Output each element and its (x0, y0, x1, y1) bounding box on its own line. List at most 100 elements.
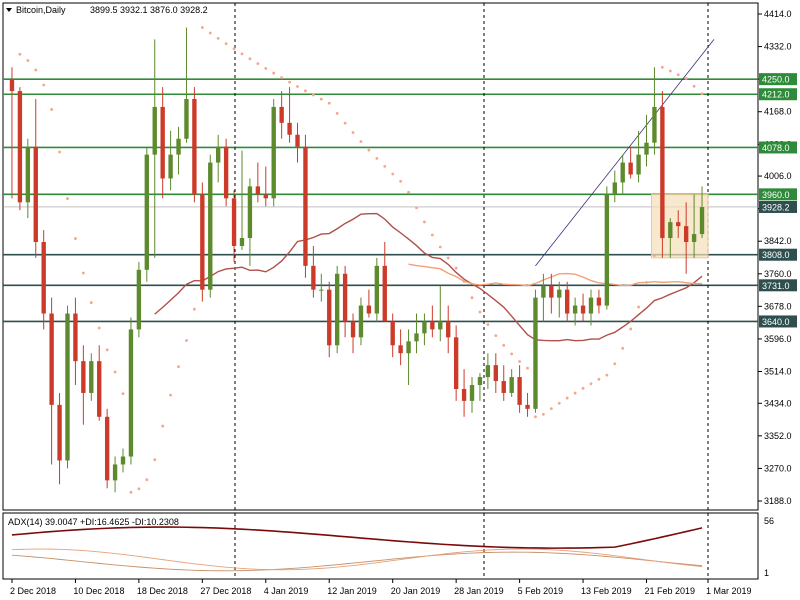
sar-dot (653, 254, 656, 257)
candle[interactable] (406, 329, 411, 386)
candle[interactable] (184, 27, 189, 143)
candle[interactable] (208, 154, 213, 298)
candle[interactable] (176, 126, 181, 175)
candle[interactable] (128, 317, 134, 465)
candle[interactable] (382, 242, 387, 322)
candle[interactable] (358, 297, 364, 346)
candle[interactable] (287, 87, 292, 143)
candle[interactable] (65, 305, 70, 469)
candle[interactable] (422, 313, 427, 346)
candle[interactable] (525, 392, 530, 417)
candle[interactable] (668, 218, 673, 258)
candle[interactable] (168, 130, 173, 191)
sar-dot (200, 26, 204, 29)
candle[interactable] (660, 91, 665, 258)
candle[interactable] (73, 297, 78, 386)
chart-menu-triangle-icon[interactable] (6, 8, 12, 12)
candle[interactable] (477, 373, 483, 401)
candle[interactable] (120, 448, 126, 473)
candle[interactable] (303, 134, 308, 278)
candle[interactable] (263, 166, 268, 207)
candle[interactable] (311, 245, 316, 298)
candle[interactable] (144, 146, 149, 282)
candle[interactable] (414, 313, 419, 354)
candles-group[interactable] (9, 27, 705, 493)
candle[interactable] (374, 257, 380, 322)
candle[interactable] (255, 162, 261, 203)
candle[interactable] (699, 186, 705, 239)
sar-dot (304, 89, 307, 93)
candle[interactable] (41, 230, 46, 330)
candle[interactable] (231, 190, 237, 262)
candle[interactable] (549, 273, 554, 314)
candle[interactable] (580, 293, 586, 322)
candle[interactable] (223, 138, 229, 207)
candle[interactable] (469, 377, 475, 413)
candle[interactable] (160, 87, 165, 199)
sar-dot (399, 179, 403, 183)
candle[interactable] (350, 313, 356, 354)
candle[interactable] (533, 289, 538, 413)
candle[interactable] (652, 67, 657, 155)
candle[interactable] (366, 289, 372, 318)
candle[interactable] (430, 305, 435, 338)
candle[interactable] (25, 138, 31, 219)
candle[interactable] (485, 353, 491, 389)
candle[interactable] (247, 178, 253, 266)
candle[interactable] (565, 281, 570, 322)
candle[interactable] (517, 365, 522, 413)
candle[interactable] (628, 146, 633, 179)
candle-body (239, 238, 245, 246)
candle-body (184, 99, 189, 139)
candle-body (168, 154, 173, 179)
candle[interactable] (9, 67, 15, 199)
candle[interactable] (216, 134, 221, 183)
candle[interactable] (390, 313, 395, 358)
candle[interactable] (33, 99, 38, 258)
candle[interactable] (461, 369, 467, 417)
candle[interactable] (438, 285, 443, 342)
candle[interactable] (453, 325, 459, 401)
candle[interactable] (57, 392, 62, 485)
candle[interactable] (17, 87, 23, 211)
candle[interactable] (644, 114, 649, 167)
candle[interactable] (596, 289, 602, 314)
candle[interactable] (493, 353, 498, 393)
candle[interactable] (192, 87, 197, 203)
candle[interactable] (588, 289, 594, 326)
candle[interactable] (200, 182, 205, 302)
candle[interactable] (691, 194, 697, 258)
candle[interactable] (81, 345, 86, 425)
candle[interactable] (136, 261, 142, 338)
candle[interactable] (89, 353, 94, 401)
candle[interactable] (676, 210, 681, 239)
candle[interactable] (295, 122, 300, 163)
candle[interactable] (104, 408, 110, 489)
candle[interactable] (541, 273, 546, 322)
sar-dot (549, 407, 553, 411)
candle-body (366, 305, 372, 314)
candle[interactable] (446, 305, 451, 354)
candle[interactable] (572, 297, 578, 326)
candle[interactable] (152, 39, 157, 258)
candle[interactable] (112, 456, 118, 493)
candle[interactable] (501, 365, 506, 401)
candle[interactable] (342, 265, 348, 338)
candle[interactable] (239, 150, 245, 250)
candle[interactable] (604, 186, 610, 310)
candle[interactable] (327, 281, 332, 358)
candle[interactable] (636, 130, 641, 183)
candle[interactable] (319, 273, 324, 302)
candle[interactable] (683, 202, 689, 274)
candle[interactable] (334, 265, 340, 354)
candle[interactable] (271, 99, 276, 207)
candle[interactable] (279, 91, 284, 139)
candle[interactable] (49, 297, 54, 465)
candle[interactable] (509, 369, 514, 397)
candle[interactable] (612, 170, 617, 203)
candle[interactable] (97, 345, 102, 421)
candle[interactable] (620, 154, 625, 195)
candle[interactable] (398, 329, 403, 366)
candle[interactable] (557, 281, 562, 318)
